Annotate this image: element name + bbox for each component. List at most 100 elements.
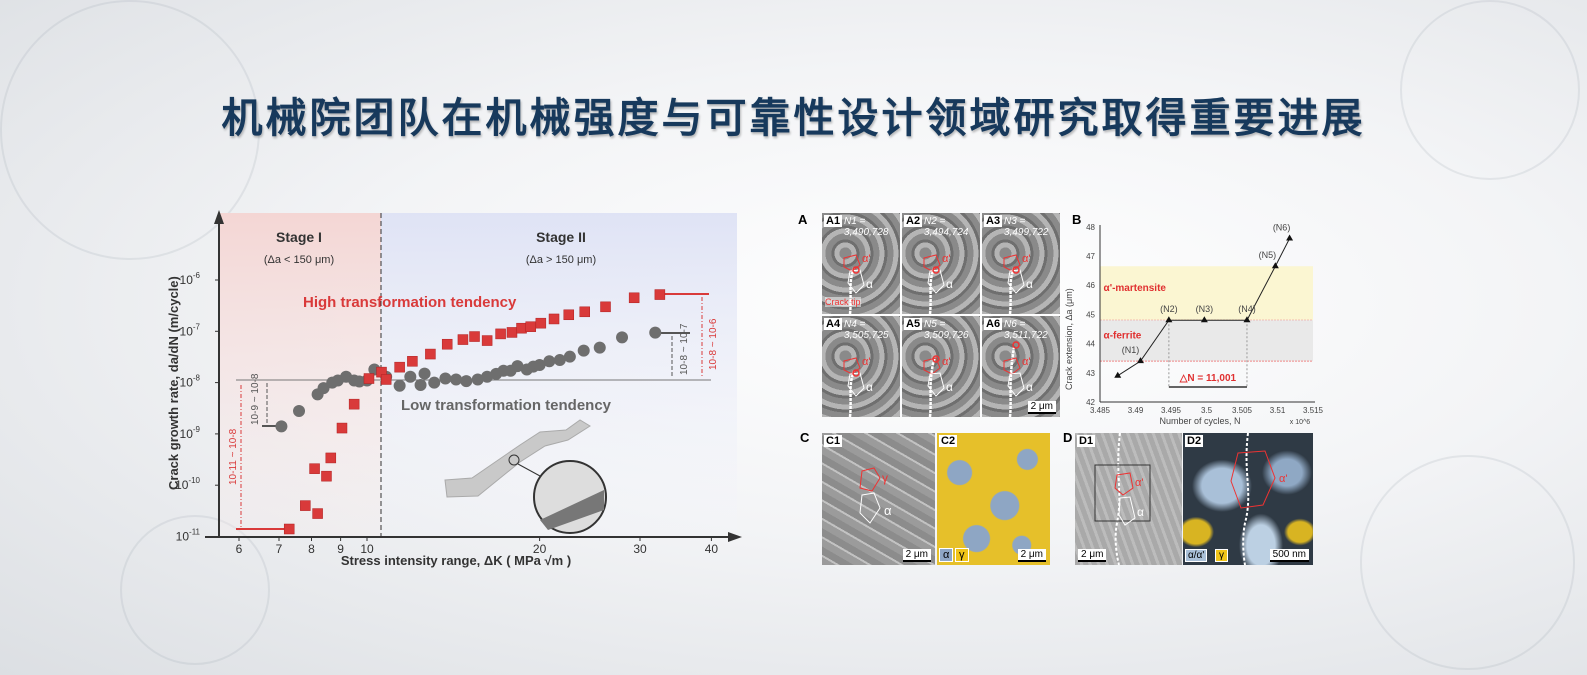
data-point-high [312, 508, 323, 519]
x-multiplier: x 10^6 [1290, 419, 1311, 426]
data-point-low [393, 379, 406, 392]
point-label: (N6) [1273, 222, 1291, 232]
tile-label: A2 [904, 215, 923, 227]
panel-d1-label: D1 [1077, 435, 1096, 447]
data-point-high [363, 373, 375, 384]
y-tick-label: 10-7 [180, 322, 201, 338]
data-point-high [516, 322, 527, 334]
x-tick-label: 9 [337, 542, 344, 556]
data-point-low [481, 370, 494, 383]
data-point-high [506, 327, 518, 338]
stage-2-label: Stage II [536, 229, 586, 245]
x-tick-label: 3.485 [1090, 406, 1111, 415]
sem-tile: A1 N1 = 3,490,728 α' α Crack tip [822, 213, 900, 314]
data-point-high [600, 301, 611, 313]
panel-d1-image: D1 α' α 2 μm [1075, 433, 1182, 565]
data-point-high [425, 348, 436, 360]
y-tick-label: 10-8 [180, 374, 201, 390]
data-point-low [511, 360, 524, 373]
data-point-high [380, 374, 392, 385]
alpha-prime-label: α' [942, 253, 951, 265]
point-label: (N4) [1238, 304, 1256, 314]
tile-label: A3 [984, 215, 1003, 227]
alpha-prime-label: α' [1279, 473, 1288, 485]
data-point-high [495, 328, 506, 340]
crack-tip-label: Crack tip [825, 297, 861, 307]
data-point-high [548, 313, 560, 325]
x-tick-label: 3.49 [1128, 406, 1144, 415]
alpha-label: α [1137, 505, 1144, 519]
series-label-low: Low transformation tendency [401, 397, 612, 414]
gear-decoration [1400, 0, 1580, 180]
x-axis-label: Number of cycles, N [1159, 416, 1240, 426]
data-point-high [563, 309, 575, 321]
alpha-prime-label: α' [942, 356, 951, 368]
data-point-high [457, 334, 469, 345]
sem-tile: A6 N6 = 3,511,722 α' α 2 μm [982, 316, 1060, 417]
crack-extension-chart: α'-martensite α-ferrite 3.485 3.49 3.495 3.5 3… [1064, 222, 1324, 426]
point-label: (N1) [1122, 345, 1140, 355]
y-tick-label: 48 [1086, 223, 1095, 232]
y-tick-label: 47 [1086, 252, 1095, 261]
data-point-low [450, 373, 463, 386]
phase-band [1100, 320, 1313, 362]
x-tick-label: 40 [705, 542, 719, 556]
scale-bar: 2 μm [1078, 549, 1107, 562]
panel-c1-image: C1 γ α 2 μm [822, 433, 935, 565]
panel-d-letter: D [1063, 430, 1073, 445]
y-tick-label: 10-11 [176, 528, 201, 544]
tile-label: A6 [984, 318, 1003, 330]
data-point-low [275, 420, 288, 433]
data-point-low [414, 378, 427, 391]
x-tick-label: 3.505 [1232, 406, 1253, 415]
panel-a-letter: A [798, 212, 808, 227]
x-tick-label: 3.515 [1303, 406, 1324, 415]
y-axis-label: Crack growth rate, da/dN (m/cycle) [166, 276, 181, 490]
data-point [1114, 371, 1122, 378]
data-point-high [336, 422, 348, 434]
gamma-label: γ [882, 471, 888, 485]
tile-label: A5 [904, 318, 923, 330]
data-point-low [543, 355, 556, 368]
gear-decoration [1360, 455, 1575, 670]
data-point-low [616, 331, 629, 344]
y-tick-label: 43 [1086, 369, 1095, 378]
specimen-illustration [444, 419, 607, 534]
data-point [1243, 316, 1251, 323]
y-tick-label: 10-9 [180, 425, 201, 441]
data-point-low [460, 375, 473, 388]
legend-alpha: α/α' [1185, 549, 1208, 562]
data-point-low [593, 341, 606, 354]
sem-tile: A5 N5 = 3,509,726 α' α [902, 316, 980, 417]
x-axis-label: Stress intensity range, ΔK ( MPa √m ) [341, 553, 571, 568]
data-point-high [321, 470, 332, 482]
x-axis-arrow [728, 532, 742, 542]
data-point-low [428, 376, 441, 389]
legend-alpha: α [939, 548, 954, 562]
data-point-high [407, 356, 418, 367]
data-point-low [418, 367, 431, 380]
point-label: (N5) [1259, 250, 1277, 260]
alpha-prime-label: α' [862, 253, 871, 265]
y-tick-label: 44 [1086, 340, 1095, 349]
data-point-high [628, 292, 640, 304]
cycle-count: N4 = 3,505,725 [844, 319, 889, 341]
alpha-prime-label: α' [1135, 477, 1144, 489]
tile-label: A4 [824, 318, 843, 330]
data-point-high [525, 321, 536, 332]
scale-bar: 2 μm [1017, 549, 1046, 562]
series-label-high: High transformation tendency [303, 294, 517, 311]
data-point-high [325, 452, 337, 464]
alpha-label: α [946, 277, 953, 291]
data-point-high [348, 398, 360, 410]
gear-decoration [120, 515, 270, 665]
x-tick-label: 6 [236, 542, 243, 556]
x-tick-label: 8 [308, 542, 315, 556]
alpha-label: α [866, 277, 873, 291]
sem-tile: A2 N2 = 3,494,724 α' α [902, 213, 980, 314]
panel-d2-phase-map: D2 α' α/α' γ 500 nm [1183, 433, 1313, 565]
scale-bar: 2 μm [1027, 401, 1056, 414]
annotation-gray-right: 10-8 ~ 10-7 [679, 323, 690, 375]
data-point-low [404, 370, 417, 383]
gear-decoration [0, 0, 260, 260]
